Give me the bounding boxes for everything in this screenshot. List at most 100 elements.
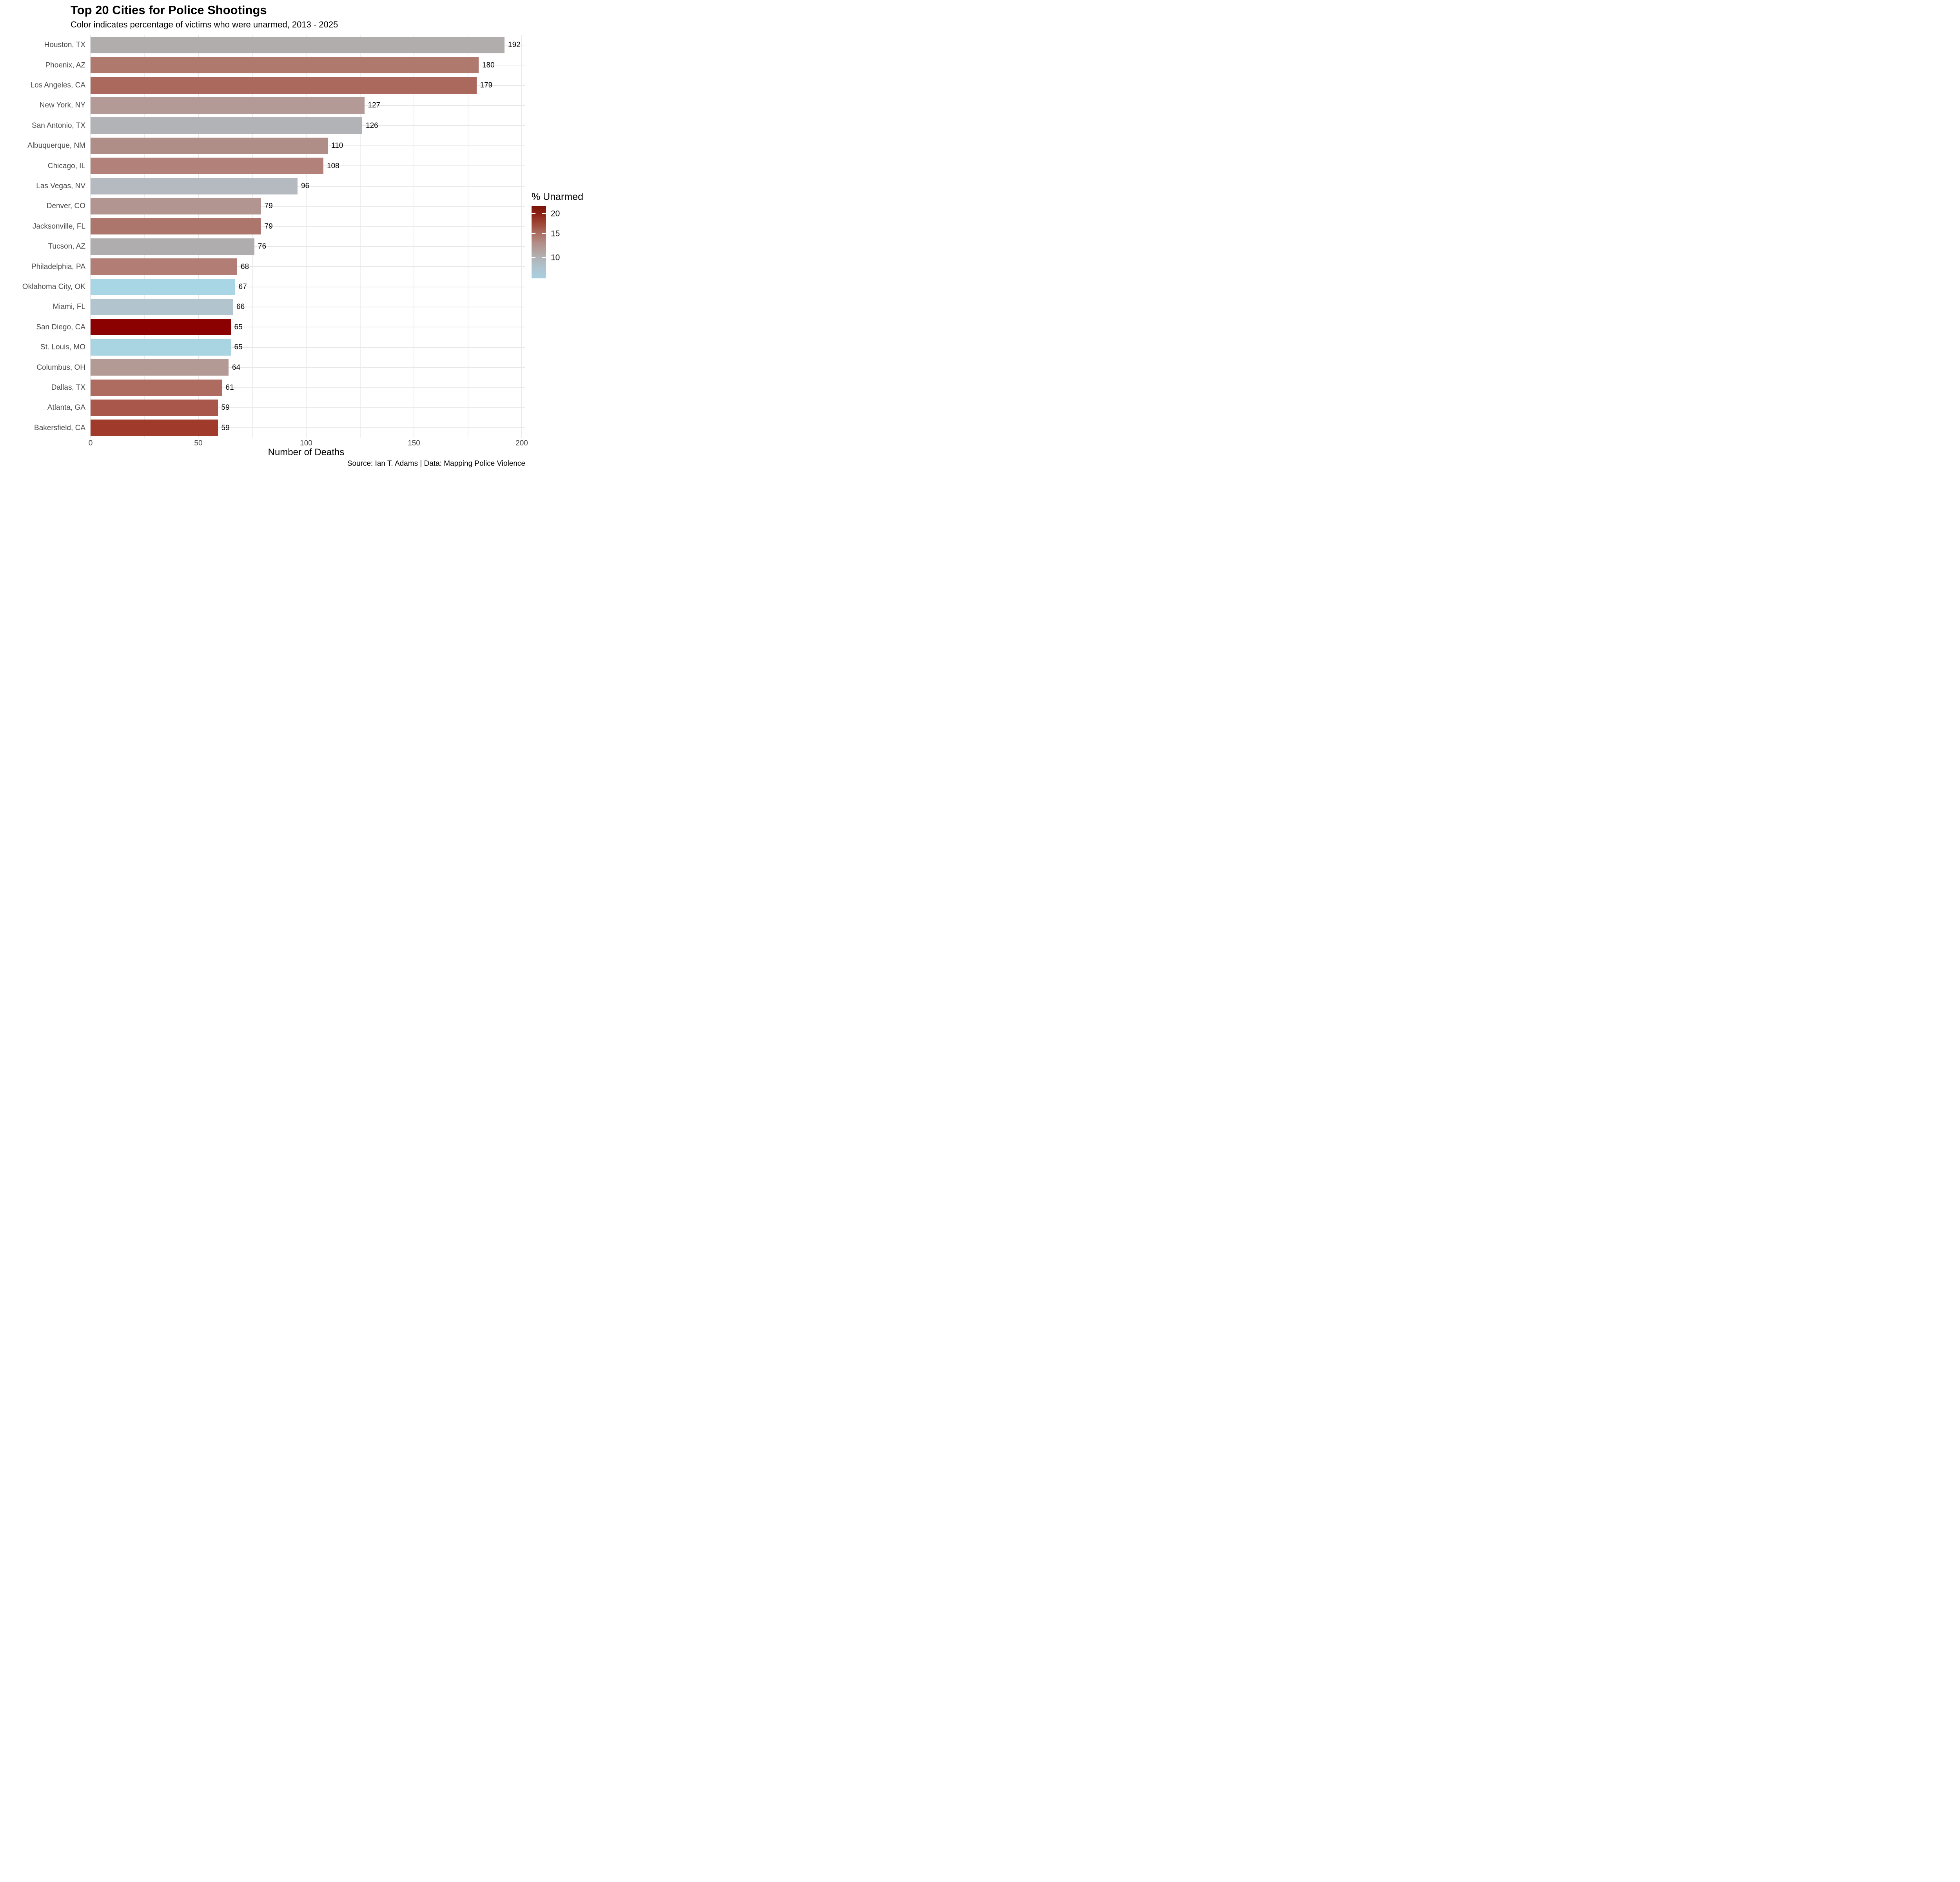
gridline-horizontal xyxy=(91,407,525,408)
gridline-vertical-major xyxy=(198,35,199,438)
bar-value-label: 79 xyxy=(264,202,273,211)
y-axis-label: Bakersfield, CA xyxy=(34,423,85,432)
bar-value-label: 61 xyxy=(225,383,234,392)
bar-value-label: 79 xyxy=(264,222,273,231)
chart-figure: Top 20 Cities for Police Shootings Color… xyxy=(0,0,588,470)
bar xyxy=(91,298,233,315)
bar-value-label: 179 xyxy=(480,81,493,89)
bar-value-label: 65 xyxy=(234,343,243,352)
y-axis-label: St. Louis, MO xyxy=(40,343,85,352)
y-axis-label: Tucson, AZ xyxy=(48,242,85,251)
y-axis-label: Atlanta, GA xyxy=(47,403,85,412)
bar xyxy=(91,319,231,336)
legend-tick-mark xyxy=(532,257,535,258)
bar-value-label: 66 xyxy=(236,303,245,311)
bar xyxy=(91,77,477,94)
x-axis-title: Number of Deaths xyxy=(268,447,345,458)
gridline-vertical-major xyxy=(90,35,91,438)
chart-subtitle: Color indicates percentage of victims wh… xyxy=(71,20,338,29)
legend-tick-label: 15 xyxy=(551,229,560,238)
gridline-vertical-minor xyxy=(144,35,145,438)
bar-value-label: 180 xyxy=(482,61,495,69)
bar-value-label: 59 xyxy=(221,403,230,412)
bar xyxy=(91,420,218,436)
legend: % Unarmed 20 15 10 xyxy=(532,191,588,293)
gridline-horizontal xyxy=(91,367,525,368)
bar xyxy=(91,399,218,416)
gridline-horizontal xyxy=(91,347,525,348)
bar-value-label: 65 xyxy=(234,323,243,331)
x-tick-label: 100 xyxy=(300,439,312,447)
y-axis-label: Jacksonville, FL xyxy=(32,222,85,231)
bar xyxy=(91,97,365,114)
plot-panel: 192 180 179 127 126 110 108 96 79 79 76 68 67 66 65 65 6… xyxy=(90,35,525,438)
x-tick-label: 200 xyxy=(515,439,528,447)
bar-value-label: 68 xyxy=(241,262,249,271)
gridline-vertical-minor xyxy=(252,35,253,438)
y-axis-label: San Antonio, TX xyxy=(32,121,85,130)
legend-tick-label: 20 xyxy=(551,209,560,218)
source-caption: Source: Ian T. Adams | Data: Mapping Pol… xyxy=(347,460,525,468)
x-tick-label: 150 xyxy=(408,439,420,447)
bar xyxy=(91,57,479,74)
bar xyxy=(91,278,235,295)
bar-value-label: 192 xyxy=(508,41,521,49)
bar-value-label: 127 xyxy=(368,101,381,110)
bar-value-label: 110 xyxy=(331,142,343,150)
legend-tick-mark xyxy=(532,233,535,234)
y-axis-label: San Diego, CA xyxy=(36,323,85,331)
y-axis-label: Oklahoma City, OK xyxy=(22,283,85,291)
gridline-vertical-major xyxy=(521,35,522,438)
y-axis-label: Phoenix, AZ xyxy=(45,61,85,69)
bar xyxy=(91,339,231,356)
gridline-horizontal xyxy=(91,427,525,429)
bar-value-label: 67 xyxy=(238,283,247,291)
bar xyxy=(91,137,328,154)
y-axis-label: Chicago, IL xyxy=(47,162,85,170)
y-axis-label: New York, NY xyxy=(39,101,85,110)
bar-value-label: 96 xyxy=(301,182,310,190)
gridline-horizontal xyxy=(91,246,525,247)
bar xyxy=(91,117,362,134)
y-axis-label: Miami, FL xyxy=(53,303,85,311)
gridline-vertical-major xyxy=(306,35,307,438)
gridline-horizontal xyxy=(91,226,525,227)
y-axis-label: Dallas, TX xyxy=(51,383,85,392)
gridline-horizontal xyxy=(91,387,525,388)
bar xyxy=(91,36,505,53)
legend-colorbar xyxy=(532,206,546,278)
y-axis-label: Las Vegas, NV xyxy=(36,182,85,190)
bar xyxy=(91,258,237,275)
y-axis-label: Albuquerque, NM xyxy=(27,142,85,150)
bar xyxy=(91,198,261,214)
legend-tick-mark xyxy=(542,213,546,214)
legend-title: % Unarmed xyxy=(532,191,583,202)
chart-title: Top 20 Cities for Police Shootings xyxy=(71,3,267,17)
legend-tick-label: 10 xyxy=(551,253,560,262)
bar-value-label: 64 xyxy=(232,363,241,372)
bar-value-label: 126 xyxy=(366,121,378,130)
bar xyxy=(91,218,261,235)
gridline-horizontal xyxy=(91,205,525,207)
x-tick-label: 0 xyxy=(88,439,93,447)
bar xyxy=(91,379,222,396)
bar xyxy=(91,238,254,255)
y-axis-label: Denver, CO xyxy=(46,202,85,211)
y-axis-label: Houston, TX xyxy=(44,41,85,49)
bar xyxy=(91,158,323,174)
gridline-horizontal xyxy=(91,266,525,267)
x-tick-label: 50 xyxy=(194,439,203,447)
bar-value-label: 108 xyxy=(327,162,339,170)
y-axis-label: Los Angeles, CA xyxy=(30,81,85,89)
legend-tick-mark xyxy=(542,257,546,258)
bar-value-label: 59 xyxy=(221,423,230,432)
bar xyxy=(91,359,229,376)
gridline-vertical-minor xyxy=(359,35,361,438)
legend-tick-mark xyxy=(532,213,535,214)
bar-value-label: 76 xyxy=(258,242,267,251)
gridline-horizontal xyxy=(91,185,525,187)
legend-tick-mark xyxy=(542,233,546,234)
bar xyxy=(91,178,298,194)
y-axis-label: Columbus, OH xyxy=(36,363,85,372)
y-axis-label: Philadelphia, PA xyxy=(31,262,85,271)
